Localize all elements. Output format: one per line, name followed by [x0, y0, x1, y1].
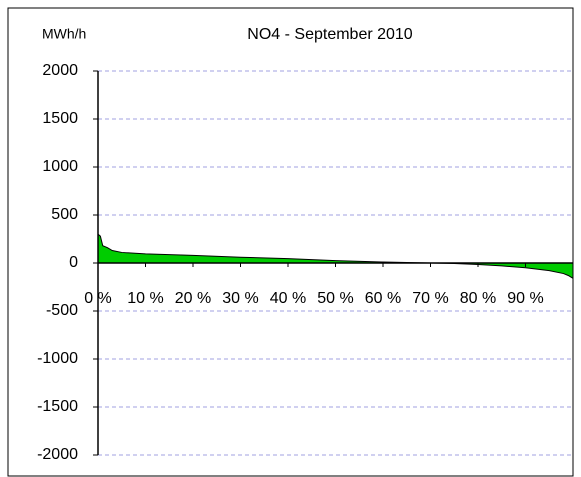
y-tick-label: 0 [69, 254, 78, 271]
x-tick-label: 10 % [127, 290, 163, 307]
x-tick-label: 20 % [175, 290, 211, 307]
x-tick-label: 30 % [222, 290, 258, 307]
x-tick-label: 70 % [412, 290, 448, 307]
y-tick-label: 2000 [42, 62, 78, 79]
x-tick-label: 40 % [270, 290, 306, 307]
y-tick-label: 1500 [42, 110, 78, 127]
y-tick-label: 500 [51, 206, 78, 223]
y-tick-label: 1000 [42, 158, 78, 175]
y-tick-label: -500 [46, 302, 78, 319]
x-tick-label: 0 % [84, 290, 112, 307]
y-tick-label: -1500 [37, 398, 78, 415]
y-tick-label: -1000 [37, 350, 78, 367]
chart-title: NO4 - September 2010 [247, 26, 413, 43]
y-tick-label: -2000 [37, 446, 78, 463]
x-tick-label: 80 % [460, 290, 496, 307]
chart-frame [7, 7, 574, 477]
x-tick-label: 50 % [317, 290, 353, 307]
x-tick-label: 90 % [507, 290, 543, 307]
y-axis-label: MWh/h [42, 26, 86, 42]
x-tick-label: 60 % [365, 290, 401, 307]
